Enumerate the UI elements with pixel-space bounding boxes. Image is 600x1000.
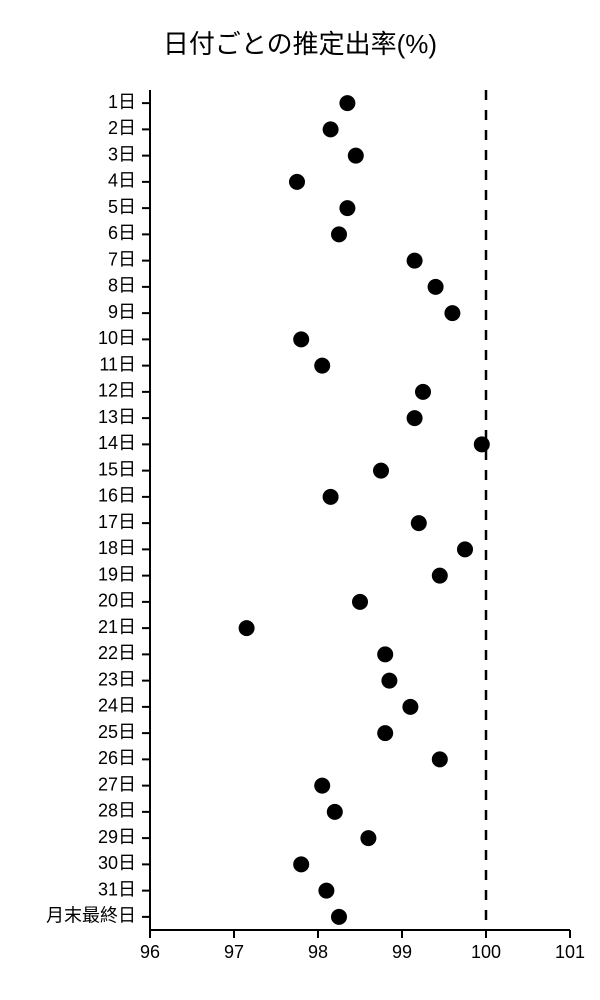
y-tick-label: 15日 (98, 459, 136, 479)
y-tick-label: 22日 (98, 643, 136, 663)
y-tick-label: 24日 (98, 696, 136, 716)
data-point (474, 436, 490, 452)
data-point (402, 699, 418, 715)
y-tick-label: 28日 (98, 801, 136, 821)
data-point (327, 804, 343, 820)
data-point (381, 673, 397, 689)
data-point (377, 646, 393, 662)
data-point (293, 856, 309, 872)
data-point (289, 174, 305, 190)
y-tick-label: 3日 (108, 144, 136, 164)
chart-container: 日付ごとの推定出率(%) 1日 2日 3日 4日 5日 6日 7日 8日 9日 10日 11日 12日… (0, 0, 600, 1000)
data-point (432, 568, 448, 584)
y-tick-label: 31日 (98, 879, 136, 899)
scatter-plot: 1日 2日 3日 4日 5日 6日 7日 8日 9日 10日 11日 12日 13日 14日 15日 16日 1… (0, 0, 600, 1000)
data-point (432, 751, 448, 767)
data-point (348, 148, 364, 164)
data-point (339, 95, 355, 111)
y-tick-label: 27日 (98, 774, 136, 794)
data-point (293, 331, 309, 347)
data-point (411, 515, 427, 531)
data-point (373, 463, 389, 479)
y-tick-label: 19日 (98, 564, 136, 584)
x-tick-label: 101 (555, 942, 585, 962)
y-tick-label: 25日 (98, 722, 136, 742)
y-tick-label: 26日 (98, 748, 136, 768)
x-tick-label: 100 (471, 942, 501, 962)
y-tick-label: 14日 (98, 433, 136, 453)
data-point (407, 410, 423, 426)
data-point (318, 883, 334, 899)
data-point (314, 358, 330, 374)
y-tick-label: 17日 (98, 512, 136, 532)
data-point (352, 594, 368, 610)
data-point (360, 830, 376, 846)
y-tick-label: 21日 (98, 617, 136, 637)
x-tick-label: 99 (392, 942, 412, 962)
x-tick-label: 98 (308, 942, 328, 962)
data-point (314, 778, 330, 794)
data-point (339, 200, 355, 216)
y-tick-label: 30日 (98, 853, 136, 873)
y-tick-label: 29日 (98, 827, 136, 847)
y-tick-label: 18日 (98, 538, 136, 558)
y-tick-label: 5日 (108, 197, 136, 217)
data-point (331, 909, 347, 925)
data-point (407, 253, 423, 269)
data-point (428, 279, 444, 295)
data-point (377, 725, 393, 741)
y-tick-label: 20日 (98, 591, 136, 611)
y-tick-label: 10日 (98, 328, 136, 348)
y-tick-label: 9日 (108, 302, 136, 322)
y-tick-label: 11日 (99, 354, 136, 374)
data-point (323, 489, 339, 505)
data-point (415, 384, 431, 400)
chart-title: 日付ごとの推定出率(%) (0, 24, 600, 61)
data-point (457, 541, 473, 557)
y-tick-label: 16日 (98, 486, 136, 506)
data-point (444, 305, 460, 321)
y-tick-label: 23日 (98, 669, 136, 689)
y-tick-label: 1日 (108, 92, 136, 112)
data-point (331, 226, 347, 242)
y-tick-label: 8日 (108, 276, 136, 296)
data-point (323, 121, 339, 137)
y-tick-label: 12日 (98, 381, 136, 401)
y-tick-label: 4日 (108, 171, 136, 191)
y-tick-label: 2日 (108, 118, 136, 138)
y-tick-label: 月末最終日 (46, 906, 136, 926)
x-tick-label: 97 (224, 942, 244, 962)
y-tick-label: 7日 (108, 249, 136, 269)
y-tick-label: 6日 (108, 223, 136, 243)
y-tick-label: 13日 (98, 407, 136, 427)
data-point (239, 620, 255, 636)
x-tick-label: 96 (140, 942, 160, 962)
